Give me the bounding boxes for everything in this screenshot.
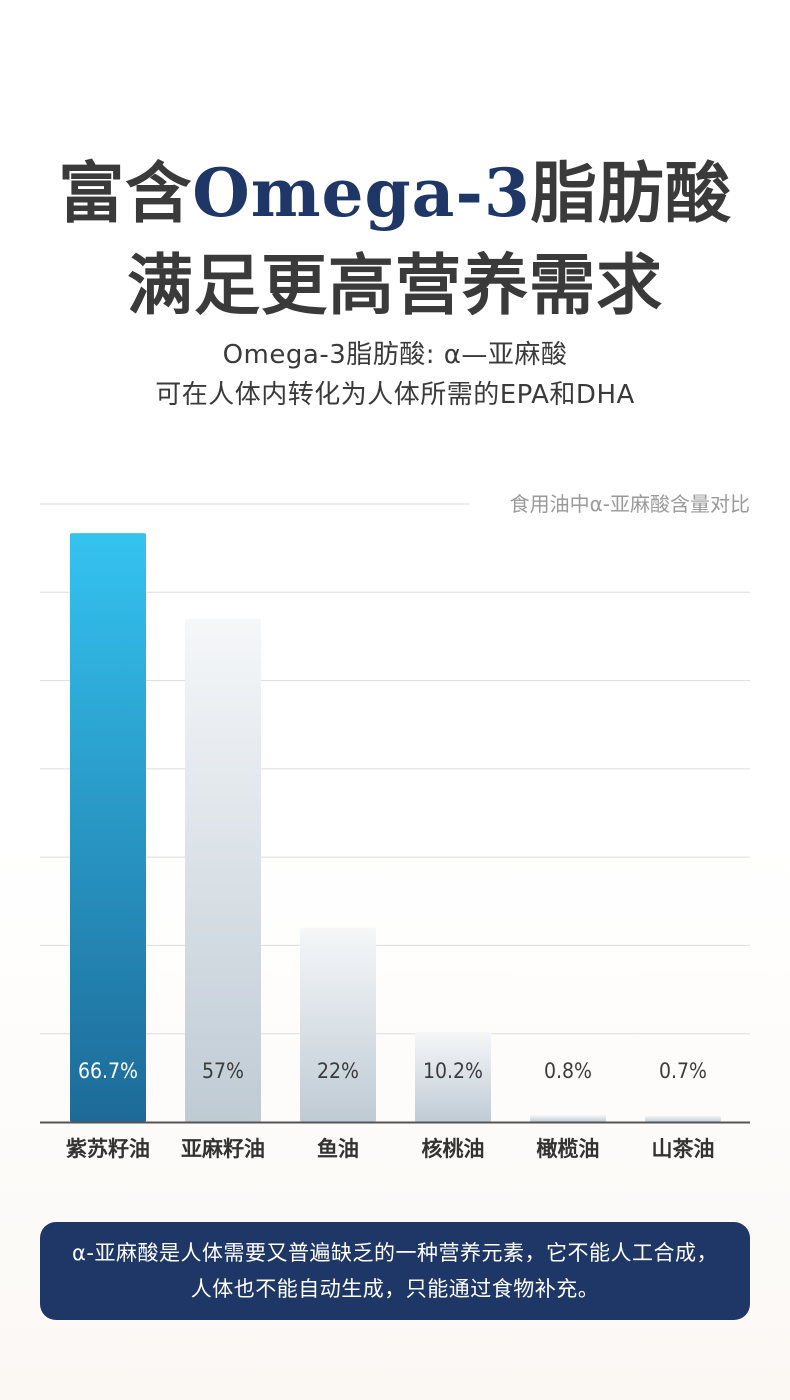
headline-line-2: 满足更高营养需求	[127, 246, 663, 324]
category-label: 鱼油	[317, 1136, 359, 1161]
chart-title: 食用油中α-亚麻酸含量对比	[510, 492, 750, 516]
value-label: 10.2%	[423, 1059, 483, 1083]
headline-omega-accent: Omega-3	[192, 154, 531, 232]
bar-chart: 食用油中α-亚麻酸含量对比 66.7% 紫苏籽油 57% 亚麻籽油 22% 鱼油 10.2% 核…	[40, 492, 750, 1161]
bar-3	[300, 927, 376, 1122]
bar-4	[415, 1031, 491, 1122]
bar-1	[70, 533, 146, 1122]
note-line-1: α-亚麻酸是人体需要又普遍缺乏的一种营养元素，它不能人工合成，	[72, 1241, 718, 1265]
value-label: 0.8%	[544, 1059, 592, 1083]
bar-5	[530, 1114, 606, 1122]
bar-6	[645, 1115, 721, 1122]
value-label: 66.7%	[78, 1059, 138, 1083]
category-label: 橄榄油	[537, 1136, 600, 1161]
value-label: 57%	[202, 1059, 244, 1083]
category-label: 核桃油	[422, 1136, 485, 1161]
category-label: 紫苏籽油	[66, 1136, 150, 1161]
category-label: 亚麻籽油	[181, 1136, 265, 1161]
note-line-2: 人体也不能自动生成，只能通过食物补充。	[190, 1277, 600, 1301]
bar-2	[185, 618, 261, 1122]
headline-prefix: 富含	[58, 154, 193, 232]
info-note-box: α-亚麻酸是人体需要又普遍缺乏的一种营养元素，它不能人工合成， 人体也不能自动生…	[40, 1222, 750, 1320]
subtitle-line-1: Omega-3脂肪酸: α—亚麻酸	[222, 340, 568, 370]
headline-line-1: 富含Omega-3脂肪酸	[0, 140, 790, 236]
category-label: 山茶油	[652, 1136, 715, 1161]
headline-suffix: 脂肪酸	[530, 154, 732, 232]
value-label: 22%	[317, 1059, 359, 1083]
value-label: 0.7%	[659, 1059, 707, 1083]
subtitle-line-2: 可在人体内转化为人体所需的EPA和DHA	[155, 380, 635, 410]
